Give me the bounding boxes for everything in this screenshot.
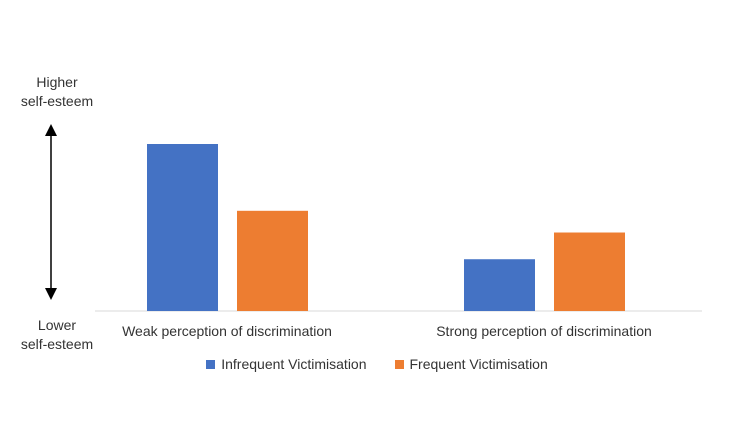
legend-item-infrequent: Infrequent Victimisation bbox=[206, 356, 367, 372]
legend-swatch-frequent bbox=[394, 359, 404, 369]
y-axis-label-bottom-line-1: Lower bbox=[37, 317, 77, 333]
y-axis-label-bottom-line-2: self-esteem bbox=[20, 336, 94, 352]
bar-infrequent-weak bbox=[147, 144, 218, 311]
legend: Infrequent Victimisation Frequent Victim… bbox=[0, 356, 754, 372]
category-label-strong: Strong perception of discrimination bbox=[436, 323, 652, 339]
legend-label-infrequent: Infrequent Victimisation bbox=[221, 356, 367, 372]
y-axis-label-bottom: Lower self-esteem bbox=[10, 316, 104, 354]
legend-item-frequent: Frequent Victimisation bbox=[394, 356, 548, 372]
legend-label-frequent: Frequent Victimisation bbox=[409, 356, 548, 372]
category-label-weak: Weak perception of discrimination bbox=[122, 323, 332, 339]
y-axis-label-top-line-2: self-esteem bbox=[20, 93, 94, 109]
y-axis-label-top: Higher self-esteem bbox=[10, 73, 104, 111]
bar-frequent-weak bbox=[237, 210, 308, 311]
bar-infrequent-strong bbox=[464, 259, 535, 311]
bars-group bbox=[147, 144, 625, 311]
legend-swatch-infrequent bbox=[206, 359, 216, 369]
y-axis-label-top-line-1: Higher bbox=[36, 74, 78, 90]
bar-frequent-strong bbox=[554, 232, 625, 311]
